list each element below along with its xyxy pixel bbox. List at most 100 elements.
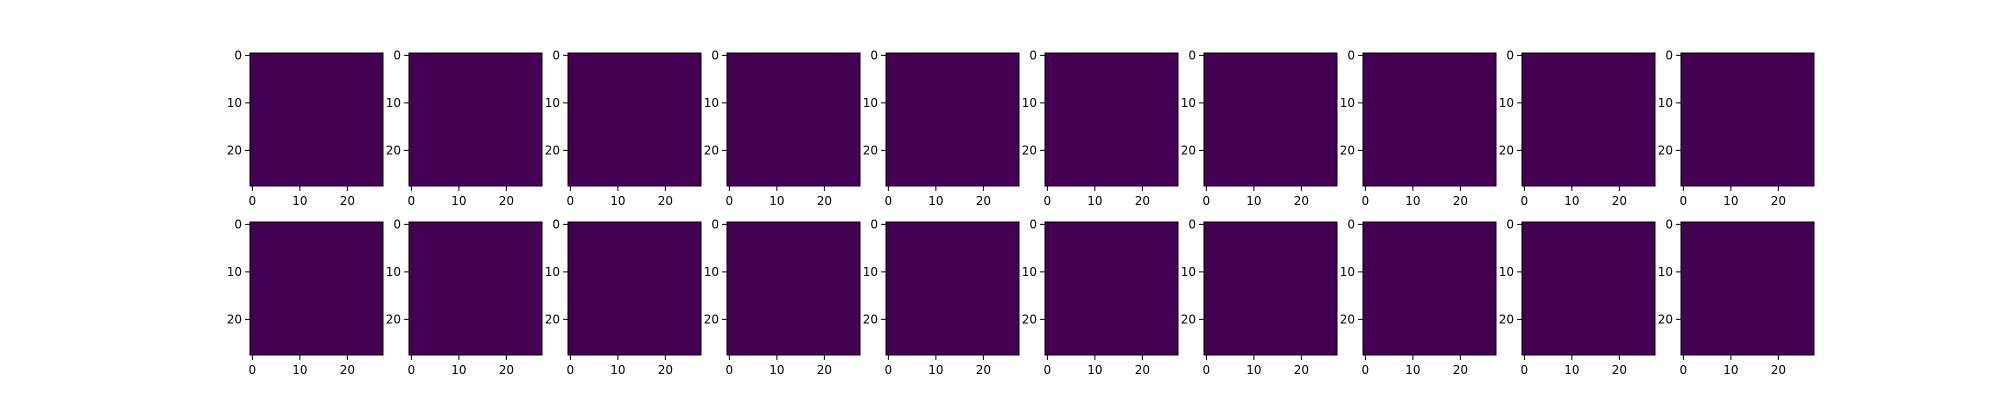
axes-frame	[726, 52, 861, 187]
y-tick-label: 20	[704, 312, 719, 326]
image-panel-top-character-3: 0 10 20 0 10 20	[545, 48, 702, 208]
x-tick-label: 0	[567, 363, 575, 377]
image-panel-bottom-character-10: 0 10 20 0 10 20	[1658, 217, 1815, 377]
y-tick-label: 10	[1181, 96, 1196, 110]
y-tick-label: 20	[227, 143, 242, 157]
image-panel-bottom-character-3: 0 10 20 0 10 20	[545, 217, 702, 377]
axes-frame	[408, 221, 543, 356]
x-tick-label: 10	[1564, 194, 1579, 208]
x-tick-label: 10	[1405, 194, 1420, 208]
axes-frame	[1521, 52, 1656, 187]
y-tick-label: 10	[1658, 96, 1673, 110]
x-tick-label: 0	[885, 194, 893, 208]
x-tick-label: 0	[1203, 194, 1211, 208]
x-tick-label: 10	[769, 363, 784, 377]
y-tick-label: 10	[863, 265, 878, 279]
image-panel-top-character-8: 0 10 20 0 10 20	[1340, 48, 1497, 208]
y-tick-label: 20	[1022, 143, 1037, 157]
image-panel-top-character-4: 0 10 20 0 10 20	[704, 48, 861, 208]
x-tick-label: 10	[1087, 194, 1102, 208]
image-background	[409, 222, 542, 355]
x-tick-label: 20	[1612, 194, 1627, 208]
image-background	[1363, 222, 1496, 355]
x-tick-label: 10	[1246, 363, 1261, 377]
image-panel-top-character-9: 0 10 20 0 10 20	[1499, 48, 1656, 208]
y-tick-label: 20	[545, 143, 560, 157]
axes-frame	[885, 52, 1020, 187]
axes-frame	[249, 221, 384, 356]
axes-frame	[1680, 221, 1815, 356]
image-background	[409, 53, 542, 186]
y-tick-label: 10	[1340, 96, 1355, 110]
x-tick-label: 20	[1612, 363, 1627, 377]
image-background	[568, 53, 701, 186]
image-background	[250, 222, 383, 355]
y-tick-label: 20	[863, 312, 878, 326]
x-tick-label: 0	[249, 194, 257, 208]
x-tick-label: 20	[658, 363, 673, 377]
y-tick-label: 10	[386, 265, 401, 279]
image-background	[727, 222, 860, 355]
axes-frame	[408, 52, 543, 187]
image-background	[1204, 222, 1337, 355]
y-tick-label: 0	[711, 217, 719, 231]
x-tick-label: 10	[610, 194, 625, 208]
x-tick-label: 0	[1203, 363, 1211, 377]
y-tick-label: 20	[227, 312, 242, 326]
y-tick-label: 10	[863, 96, 878, 110]
x-tick-label: 10	[1405, 363, 1420, 377]
x-tick-label: 20	[499, 363, 514, 377]
axes-frame	[1044, 221, 1179, 356]
y-tick-label: 20	[386, 143, 401, 157]
y-tick-label: 0	[552, 217, 560, 231]
image-background	[1681, 222, 1814, 355]
axes-frame	[885, 221, 1020, 356]
image-background	[1681, 53, 1814, 186]
x-tick-label: 0	[885, 363, 893, 377]
image-panel-bottom-character-2: 0 10 20 0 10 20	[386, 217, 543, 377]
y-tick-label: 10	[704, 265, 719, 279]
y-tick-label: 20	[1658, 143, 1673, 157]
axes-frame	[249, 52, 384, 187]
axes-frame	[567, 52, 702, 187]
x-tick-label: 10	[928, 194, 943, 208]
x-tick-label: 20	[1294, 194, 1309, 208]
y-tick-label: 20	[704, 143, 719, 157]
x-tick-label: 0	[1362, 363, 1370, 377]
x-tick-label: 20	[1453, 194, 1468, 208]
image-panel-bottom-character-1: 0 10 20 0 10 20	[227, 217, 384, 377]
y-tick-label: 20	[1181, 312, 1196, 326]
image-panel-top-character-2: 0 10 20 0 10 20	[386, 48, 543, 208]
x-tick-label: 0	[726, 363, 734, 377]
x-tick-label: 0	[1680, 194, 1688, 208]
y-tick-label: 10	[1022, 96, 1037, 110]
x-tick-label: 20	[1135, 194, 1150, 208]
image-panel-top-character-5: 0 10 20 0 10 20	[863, 48, 1020, 208]
x-tick-label: 10	[769, 194, 784, 208]
x-tick-label: 10	[1564, 363, 1579, 377]
x-tick-label: 0	[1044, 363, 1052, 377]
x-tick-label: 10	[1723, 363, 1738, 377]
y-tick-label: 0	[1029, 48, 1037, 62]
image-background	[1204, 53, 1337, 186]
x-tick-label: 0	[1362, 194, 1370, 208]
image-panel-bottom-character-6: 0 10 20 0 10 20	[1022, 217, 1179, 377]
axes-frame	[1362, 52, 1497, 187]
axes-frame	[1362, 221, 1497, 356]
y-tick-label: 0	[1506, 217, 1514, 231]
y-tick-label: 20	[1499, 143, 1514, 157]
axes-frame	[1203, 52, 1338, 187]
y-tick-label: 20	[1181, 143, 1196, 157]
y-tick-label: 0	[234, 217, 242, 231]
y-tick-label: 0	[1347, 48, 1355, 62]
y-tick-label: 0	[1188, 48, 1196, 62]
image-panel-top-character-7: 0 10 20 0 10 20	[1181, 48, 1338, 208]
y-tick-label: 10	[386, 96, 401, 110]
x-tick-label: 10	[292, 363, 307, 377]
y-tick-label: 20	[863, 143, 878, 157]
image-background	[1045, 53, 1178, 186]
x-tick-label: 20	[1135, 363, 1150, 377]
axes-frame	[1203, 221, 1338, 356]
y-tick-label: 0	[1029, 217, 1037, 231]
y-tick-label: 10	[1499, 265, 1514, 279]
